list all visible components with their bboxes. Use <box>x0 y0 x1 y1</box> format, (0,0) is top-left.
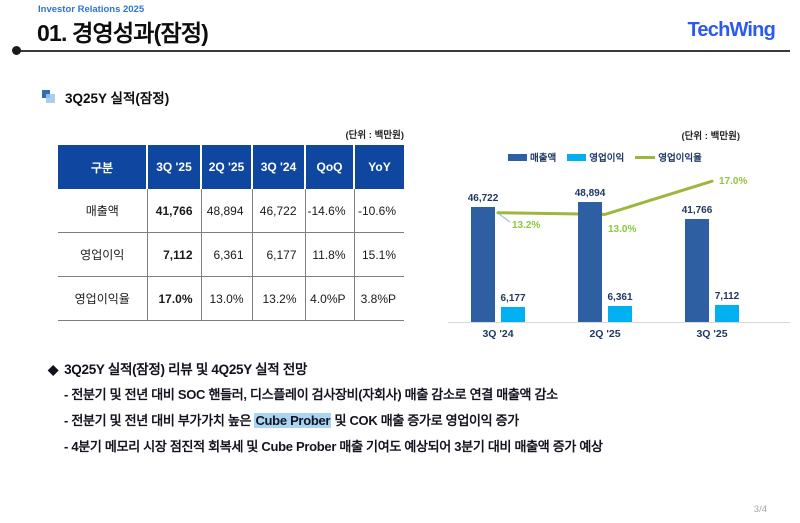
table-row: 영업이익 7,112 6,361 6,177 11.8% 15.1% <box>58 232 404 277</box>
results-table: 구분 3Q '25 2Q '25 3Q '24 QoQ YoY 매출액 41,7… <box>58 145 404 321</box>
revenue-bar <box>685 219 709 322</box>
table-header-row: 구분 3Q '25 2Q '25 3Q '24 QoQ YoY <box>58 145 404 189</box>
table-header-cell: YoY <box>353 145 404 189</box>
review-section: ◆ 3Q25Y 실적(잠정) 리뷰 및 4Q25Y 실적 전망 - 전분기 및 … <box>48 362 768 466</box>
page-title: 01. 경영성과(잠정) <box>37 20 209 46</box>
results-chart: (단위 : 백만원) 매출액 영업이익 영업이익율 46,722 6,177 3Q '2… <box>448 125 790 347</box>
table-cell: 46,722 <box>251 189 305 233</box>
review-bullet: - 전분기 및 전년 대비 부가가치 높은 Cube Prober 및 COK … <box>64 413 768 428</box>
section-title: 3Q25Y 실적(잠정) <box>65 91 170 106</box>
legend-item: 영업이익율 <box>635 150 702 164</box>
table-cell: 6,361 <box>200 232 252 277</box>
table-header-cell: 3Q '25 <box>146 145 201 189</box>
revenue-value-label: 46,722 <box>467 193 499 205</box>
table-header-cell: 구분 <box>58 145 147 189</box>
profit-value-label: 7,112 <box>714 290 740 302</box>
table-header-cell: 2Q '25 <box>200 145 252 189</box>
legend-item: 영업이익 <box>567 150 624 164</box>
category-label: 3Q '25 <box>696 328 728 340</box>
x-axis-line <box>448 322 790 323</box>
profit-bar <box>715 304 739 322</box>
table-cell: 6,177 <box>251 232 305 277</box>
review-heading-text: 3Q25Y 실적(잠정) 리뷰 및 4Q25Y 실적 전망 <box>64 362 308 377</box>
table-cell: 4.0%P <box>304 276 354 321</box>
legend-swatch-icon <box>567 153 587 161</box>
highlighted-term: Cube Prober <box>254 413 332 428</box>
table-row: 영업이익율 17.0% 13.0% 13.2% 4.0%P 3.8%P <box>58 276 404 321</box>
legend-swatch-icon <box>508 153 527 161</box>
operating-margin-line <box>496 179 714 216</box>
bullet2-post: 및 COK 매출 증가로 영업이익 증가 <box>331 413 519 428</box>
diamond-bullet-icon: ◆ <box>48 362 59 377</box>
table-cell: 3.8%P <box>353 276 404 321</box>
table-header-cell: 3Q '24 <box>251 145 305 189</box>
table-cell: 영업이익 <box>58 232 147 277</box>
table-cell: 7,112 <box>146 232 201 277</box>
table-cell: 13.2% <box>251 276 305 321</box>
legend-label: 영업이익율 <box>658 153 702 164</box>
table-cell: 17.0% <box>146 276 201 321</box>
techwing-logo: TechWing <box>687 19 776 41</box>
profit-value-label: 6,361 <box>607 292 633 304</box>
chart-unit-label: (단위 : 백만원) <box>681 131 740 142</box>
profit-bar <box>501 306 525 322</box>
table-cell: 15.1% <box>353 232 404 277</box>
table-cell: 매출액 <box>58 189 147 233</box>
category-label: 2Q '25 <box>589 328 621 340</box>
table-header-cell: QoQ <box>304 145 354 189</box>
table-unit-label: (단위 : 백만원) <box>345 130 404 141</box>
legend-label: 매출액 <box>530 153 557 164</box>
bullet2-pre: - 전분기 및 전년 대비 부가가치 높은 <box>64 413 255 428</box>
review-bullet: - 전분기 및 전년 대비 SOC 핸들러, 디스플레이 검사장비(자회사) 매… <box>64 387 558 402</box>
profit-bar <box>608 306 632 322</box>
header-rule <box>12 46 790 55</box>
revenue-value-label: 48,894 <box>574 188 606 199</box>
review-bullet: - 4분기 메모리 시장 점진적 회복세 및 Cube Prober 매출 기여… <box>64 439 603 454</box>
eyebrow-text: Investor Relations 2025 <box>38 4 145 15</box>
table-cell: 41,766 <box>146 189 201 233</box>
square-light-icon <box>46 94 55 103</box>
chart-legend: 매출액 영업이익 영업이익율 <box>508 150 702 164</box>
table-cell: -14.6% <box>304 189 354 233</box>
section-heading: 3Q25Y 실적(잠정) <box>42 87 169 107</box>
legend-label: 영업이익 <box>589 153 625 164</box>
rule-dot-icon <box>12 46 21 55</box>
category-label: 3Q '24 <box>482 328 514 340</box>
revenue-bar <box>578 202 602 322</box>
table-cell: 13.0% <box>200 276 252 321</box>
legend-swatch-icon <box>635 155 656 159</box>
legend-item: 매출액 <box>508 150 556 164</box>
margin-value-label: 13.2% <box>512 220 541 231</box>
table-cell: 영업이익율 <box>58 276 147 321</box>
margin-label-leader-line <box>498 213 511 223</box>
profit-value-label: 6,177 <box>500 292 526 304</box>
margin-value-label: 13.0% <box>608 224 637 235</box>
table-cell: 48,894 <box>200 189 252 233</box>
revenue-value-label: 41,766 <box>681 205 713 217</box>
table-cell: 11.8% <box>304 232 354 277</box>
chart-plot-area: 46,722 6,177 3Q '24 48,894 6,361 2Q '25 41,766… <box>448 125 790 347</box>
review-heading: ◆ 3Q25Y 실적(잠정) 리뷰 및 4Q25Y 실적 전망 <box>48 362 768 377</box>
section-marker-icon <box>42 90 56 104</box>
margin-line-layer <box>496 179 714 223</box>
margin-value-label: 17.0% <box>719 176 748 187</box>
table-row: 매출액 41,766 48,894 46,722 -14.6% -10.6% <box>58 189 404 233</box>
page-number: 3/4 <box>753 504 767 515</box>
table-cell: -10.6% <box>353 189 404 233</box>
revenue-bar <box>471 207 495 322</box>
